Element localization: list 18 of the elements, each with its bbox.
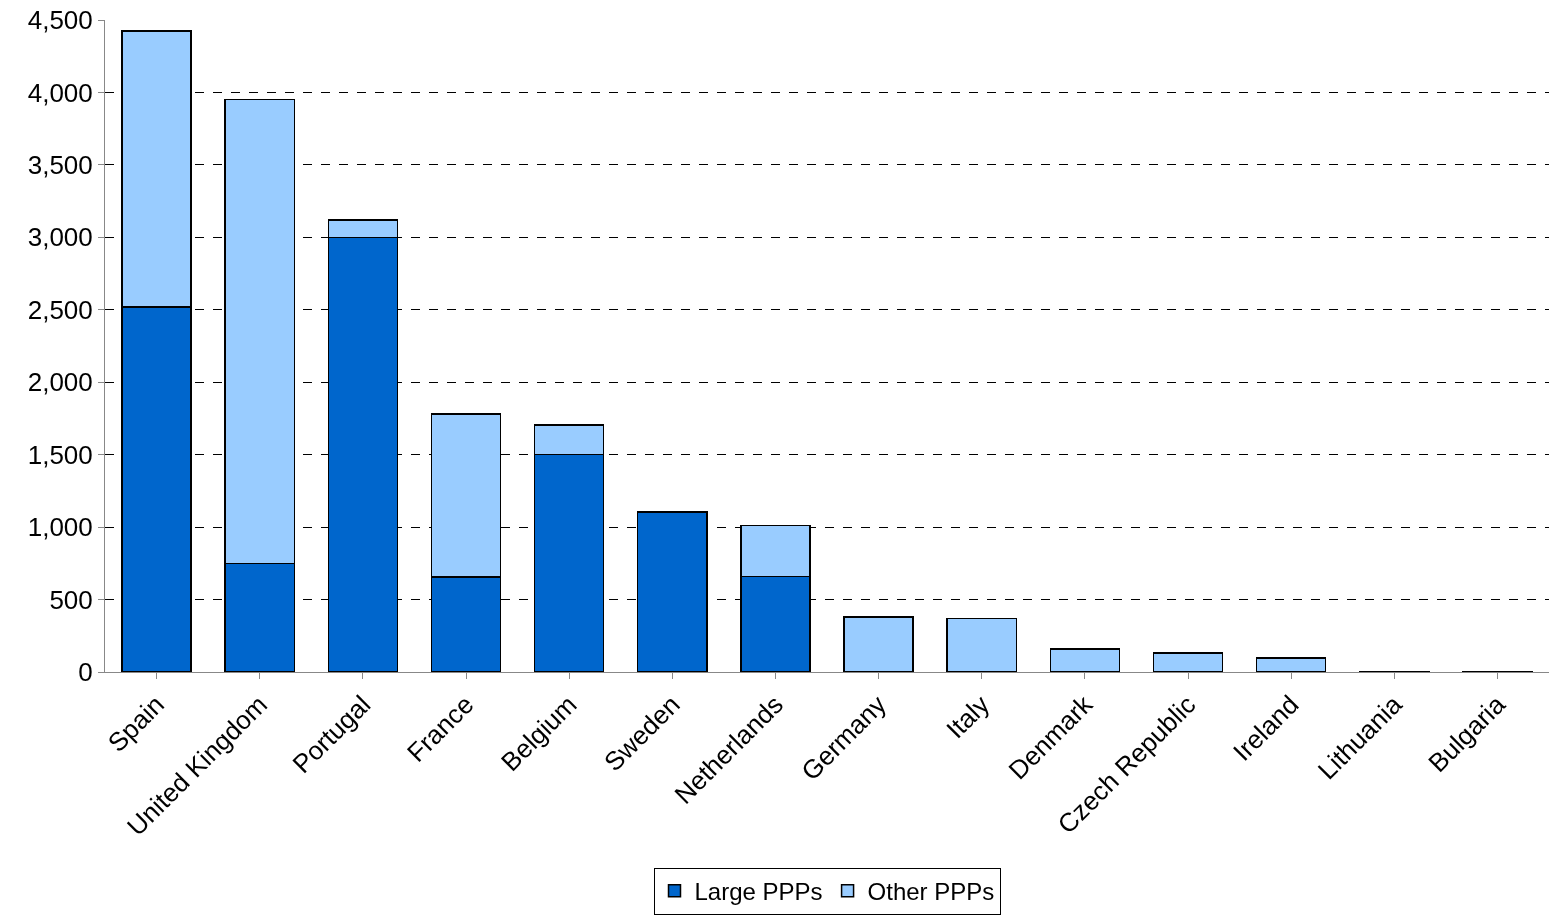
bar: [1255, 657, 1327, 672]
y-tick-label: 3,000: [27, 222, 93, 253]
legend-label: Large PPPs: [694, 878, 823, 906]
y-tick-label: 0: [78, 657, 93, 688]
y-tick-label: 1,500: [27, 439, 93, 470]
y-tick-label: 3,500: [27, 149, 93, 180]
legend-label: Other PPPs: [867, 878, 995, 906]
y-tick-label: 1,000: [27, 512, 93, 543]
x-tick-label: Italy: [940, 689, 996, 745]
y-tick-label: 2,500: [27, 294, 93, 325]
y-tick-label: 500: [49, 584, 93, 615]
y-tick-label: 4,500: [27, 5, 93, 36]
y-tick-label: 2,000: [27, 367, 93, 398]
bar: [1049, 648, 1121, 672]
y-tick-label: 4,000: [27, 77, 93, 108]
bar: [1152, 652, 1224, 672]
bar: [843, 616, 914, 672]
bar: [946, 617, 1018, 672]
